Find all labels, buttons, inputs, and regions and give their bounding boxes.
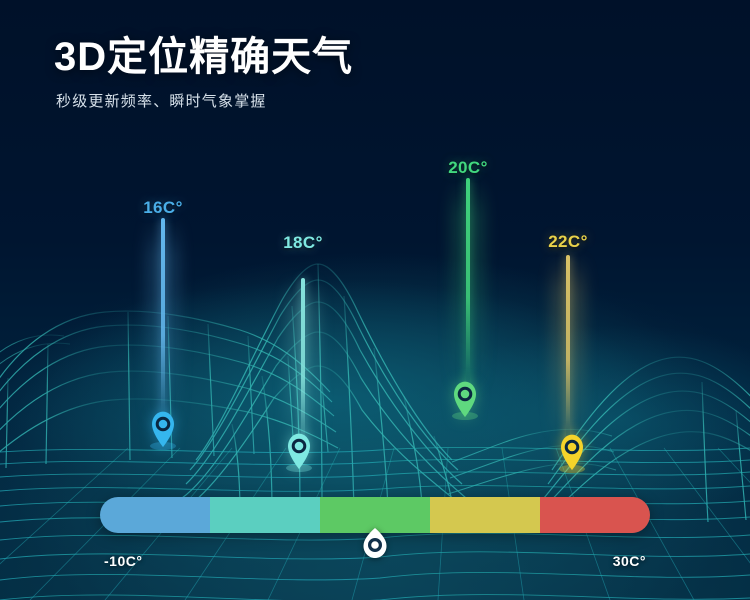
temperature-legend-bar[interactable] xyxy=(100,497,650,533)
legend-segment-mild[interactable] xyxy=(320,497,430,533)
map-pin-reading-16[interactable] xyxy=(148,410,178,455)
map-pin-reading-18[interactable] xyxy=(284,432,314,477)
temperature-label-reading-16: 16C° xyxy=(143,198,183,217)
header: 3D定位精确天气 秒级更新频率、瞬时气象掌握 xyxy=(54,34,353,111)
temperature-label-reading-22: 22C° xyxy=(548,232,588,251)
legend-segment-hot[interactable] xyxy=(540,497,650,533)
page-subtitle: 秒级更新频率、瞬时气象掌握 xyxy=(56,93,267,110)
temperature-label-reading-18: 18C° xyxy=(283,233,323,252)
legend-segment-cold[interactable] xyxy=(100,497,210,533)
legend-min-label: -10C° xyxy=(104,553,143,569)
legend-segment-warm[interactable] xyxy=(430,497,540,533)
map-pin-reading-20[interactable] xyxy=(450,380,480,425)
map-pin-reading-22[interactable] xyxy=(557,433,587,478)
legend-slider-marker[interactable] xyxy=(362,527,388,564)
legend-segment-cool[interactable] xyxy=(210,497,320,533)
legend-max-label: 30C° xyxy=(612,553,646,569)
temperature-label-reading-20: 20C° xyxy=(448,158,488,177)
page-title: 3D定位精确天气 xyxy=(54,35,354,79)
